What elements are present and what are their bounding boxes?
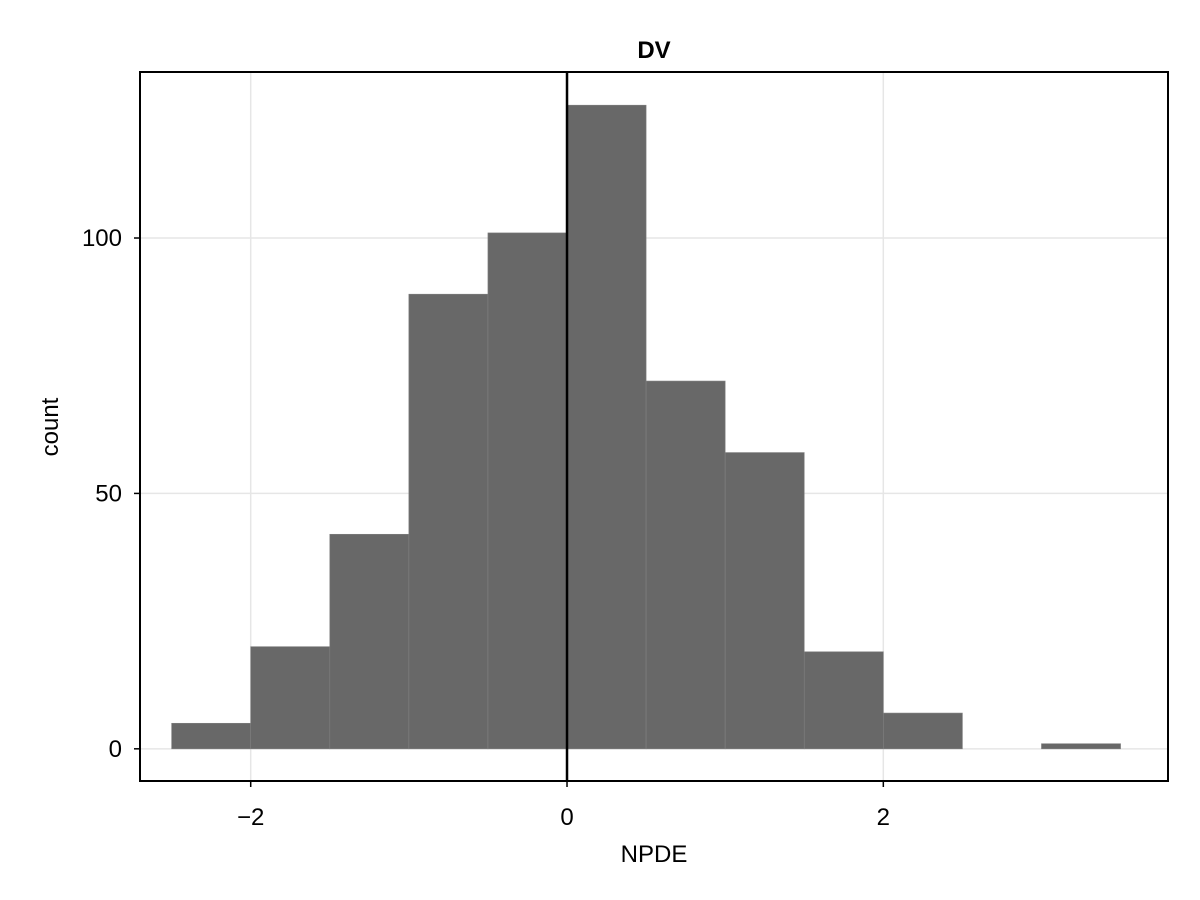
histogram-bar bbox=[487, 232, 568, 750]
x-axis-label: NPDE bbox=[621, 841, 688, 868]
histogram-bar bbox=[329, 533, 410, 750]
y-tick-label: 100 bbox=[82, 225, 122, 252]
chart-title: DV bbox=[637, 37, 670, 64]
histogram-bar bbox=[883, 712, 963, 750]
x-tick-label: 0 bbox=[560, 804, 573, 831]
histogram-bar bbox=[171, 722, 252, 750]
histogram-bar bbox=[1041, 743, 1121, 750]
histogram-bars bbox=[171, 104, 1121, 750]
histogram-bar bbox=[724, 452, 805, 750]
histogram-bar bbox=[803, 651, 884, 750]
x-tick-label: −2 bbox=[237, 804, 264, 831]
y-axis-label: count bbox=[37, 397, 64, 456]
y-axis-ticks: 0 50 100 bbox=[82, 225, 140, 763]
x-axis-ticks: −2 0 2 bbox=[237, 781, 890, 831]
plot-frame bbox=[139, 71, 1169, 782]
histogram-bar bbox=[250, 646, 331, 750]
histogram-bar bbox=[645, 380, 726, 750]
histogram-bar bbox=[566, 104, 647, 750]
y-tick-label: 0 bbox=[109, 736, 122, 763]
x-tick-label: 2 bbox=[877, 804, 890, 831]
histogram-bar bbox=[408, 293, 489, 750]
y-tick-label: 50 bbox=[95, 480, 122, 507]
